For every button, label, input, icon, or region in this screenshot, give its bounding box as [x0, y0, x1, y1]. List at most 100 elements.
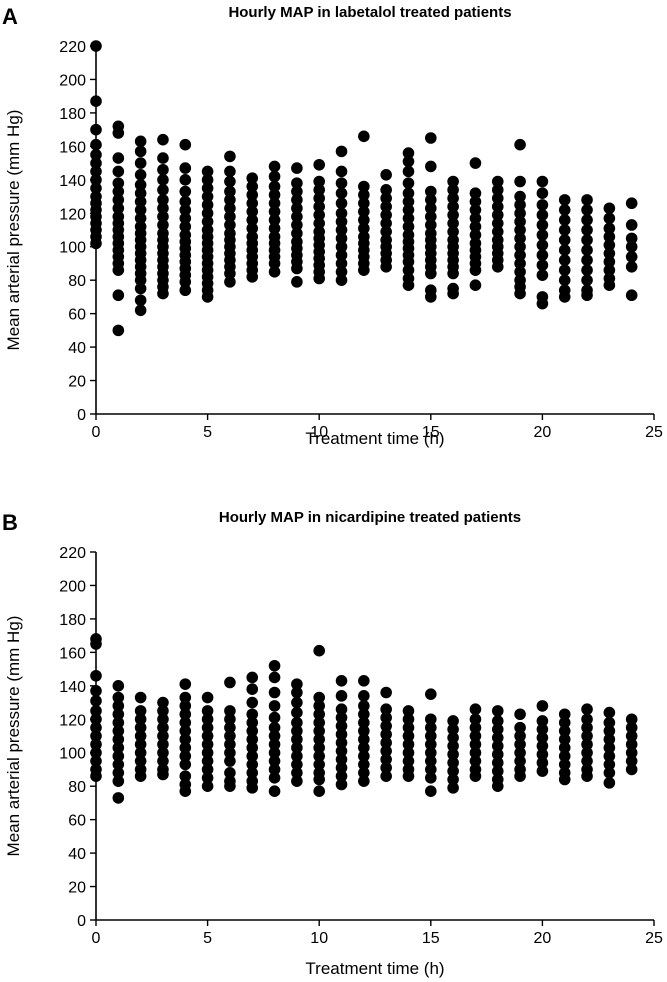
data-point-a — [469, 229, 482, 241]
data-point-a — [335, 240, 348, 253]
data-point-b — [491, 715, 504, 727]
data-point-b — [134, 713, 147, 726]
data-point-a — [558, 204, 571, 216]
data-point-a — [179, 204, 192, 216]
data-point-b — [335, 711, 348, 724]
data-point-b — [447, 731, 459, 744]
data-point-b — [581, 755, 593, 767]
data-point-a — [179, 174, 192, 186]
data-point-a — [514, 287, 526, 300]
data-point-b — [90, 755, 102, 767]
data-point-a — [425, 132, 437, 144]
data-point-b — [291, 678, 303, 690]
data-point-a — [335, 187, 348, 199]
y-tick-label-b: 200 — [59, 578, 86, 595]
data-point-a — [358, 189, 370, 201]
data-point-b — [112, 750, 125, 762]
data-point-a — [268, 222, 281, 235]
data-point-b — [224, 738, 236, 751]
x-tick-label-b: 10 — [310, 930, 328, 947]
data-point-a — [514, 224, 526, 236]
y-tick-label-a: 0 — [77, 407, 86, 424]
data-point-a — [268, 205, 281, 218]
data-point-b — [625, 738, 638, 751]
data-point-b — [313, 644, 326, 657]
data-point-b — [335, 745, 348, 757]
data-point-a — [335, 232, 348, 245]
data-point-b — [157, 705, 169, 717]
data-point-b — [157, 738, 169, 751]
data-point-b — [112, 716, 125, 729]
data-point-b — [603, 750, 616, 762]
data-point-b — [90, 638, 102, 650]
data-point-b — [603, 725, 616, 737]
data-point-a — [402, 147, 415, 159]
data-point-a — [268, 180, 281, 193]
data-point-a — [134, 304, 147, 317]
data-point-a — [112, 202, 125, 215]
data-point-a — [536, 219, 549, 231]
data-point-a — [134, 187, 147, 199]
data-point-a — [581, 244, 593, 256]
data-point-a — [603, 264, 616, 276]
data-point-b — [268, 785, 281, 797]
data-point-b — [335, 761, 348, 774]
data-point-b — [291, 767, 303, 779]
data-point-b — [358, 750, 370, 762]
data-point-b — [491, 765, 504, 777]
data-point-a — [201, 215, 214, 228]
data-point-a — [380, 184, 392, 196]
data-point-a — [581, 214, 593, 226]
data-point-a — [402, 187, 415, 199]
data-point-a — [313, 217, 326, 230]
data-point-a — [380, 192, 392, 205]
data-point-b — [112, 775, 125, 787]
data-point-b — [112, 741, 125, 754]
data-point-b — [558, 716, 571, 729]
data-point-b — [157, 755, 169, 767]
data-point-b — [268, 772, 281, 784]
y-tick-label-a: 100 — [59, 240, 86, 257]
data-point-a — [313, 192, 326, 205]
data-point-a — [402, 155, 415, 168]
data-point-b — [625, 721, 638, 734]
data-point-a — [335, 266, 348, 278]
data-point-a — [558, 234, 571, 246]
data-point-a — [112, 289, 125, 302]
data-point-b — [112, 725, 125, 737]
y-tick-label-b: 60 — [68, 813, 86, 830]
data-point-b — [581, 721, 593, 734]
data-point-a — [558, 274, 571, 286]
data-point-b — [335, 728, 348, 741]
data-point-a — [491, 209, 504, 221]
data-point-a — [335, 165, 348, 178]
y-tick-label-b: 40 — [68, 846, 86, 863]
data-point-b — [447, 782, 459, 794]
data-point-a — [224, 210, 236, 223]
data-point-b — [514, 755, 526, 767]
data-point-a — [380, 209, 392, 221]
data-point-b — [179, 733, 192, 746]
data-point-a — [134, 282, 147, 295]
data-point-a — [112, 177, 125, 189]
data-point-a — [134, 195, 147, 208]
data-point-b — [581, 703, 593, 716]
data-point-a — [581, 224, 593, 236]
data-point-a — [581, 254, 593, 266]
data-point-b — [380, 720, 392, 732]
data-point-b — [425, 746, 437, 759]
data-point-a — [425, 267, 437, 280]
data-point-b — [514, 770, 526, 782]
data-point-b — [358, 716, 370, 729]
data-point-a — [179, 185, 192, 198]
data-point-b — [491, 731, 504, 744]
data-point-b — [179, 750, 192, 762]
data-point-a — [291, 276, 303, 288]
y-tick-label-b: 220 — [59, 545, 86, 562]
data-point-b — [246, 708, 259, 721]
data-point-b — [469, 755, 482, 767]
data-point-b — [112, 680, 125, 692]
data-point-b — [447, 765, 459, 777]
data-point-a — [246, 172, 259, 184]
data-point-b — [469, 703, 482, 716]
